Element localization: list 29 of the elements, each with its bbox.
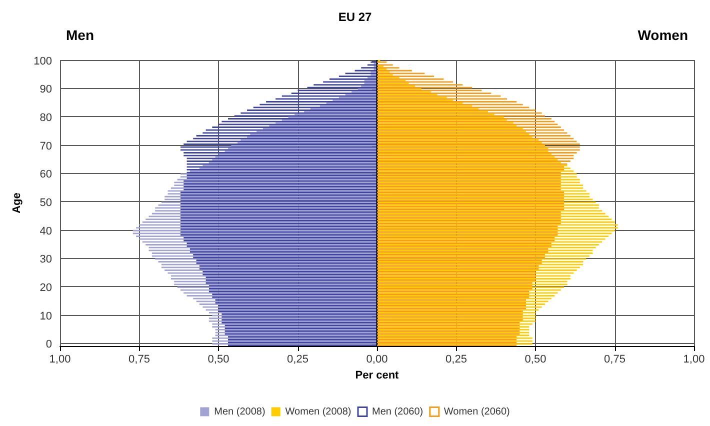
- y-tick-label: 30: [40, 254, 52, 266]
- x-axis-title: Per cent: [355, 369, 400, 382]
- y-axis-title: Age: [11, 192, 24, 214]
- x-tick-label: 1,00: [683, 354, 705, 366]
- x-tick-label: 0,50: [208, 354, 230, 366]
- text: Men: [66, 27, 94, 43]
- y-tick-label: 10: [40, 310, 52, 322]
- legend-label: Women (2008): [285, 406, 352, 418]
- x-tick-label: 0,00: [366, 354, 388, 366]
- y-tick-label: 70: [40, 140, 52, 152]
- chart-title: EU 27: [338, 10, 372, 24]
- x-tick-label: 0,50: [524, 354, 546, 366]
- y-tick-label: 0: [46, 338, 52, 351]
- x-tick-label: 1,00: [49, 354, 71, 366]
- x-tick-label: 0,75: [604, 354, 626, 366]
- legend-label: Men (2060): [372, 406, 424, 418]
- y-tick-label: 80: [40, 112, 52, 124]
- text: Women: [638, 27, 688, 43]
- legend-label: Men (2008): [214, 406, 266, 418]
- x-tick-label: 0,25: [446, 354, 467, 366]
- y-tick-label: 100: [34, 55, 52, 68]
- x-tick-label: 0,25: [287, 354, 308, 366]
- y-tick-label: 50: [40, 197, 52, 209]
- x-tick-label: 0,75: [128, 354, 150, 366]
- legend-label: Women (2060): [444, 406, 510, 418]
- y-tick-label: 60: [40, 168, 52, 181]
- y-tick-label: 40: [40, 225, 52, 238]
- y-tick-label: 20: [40, 282, 52, 294]
- y-tick-label: 90: [40, 84, 52, 96]
